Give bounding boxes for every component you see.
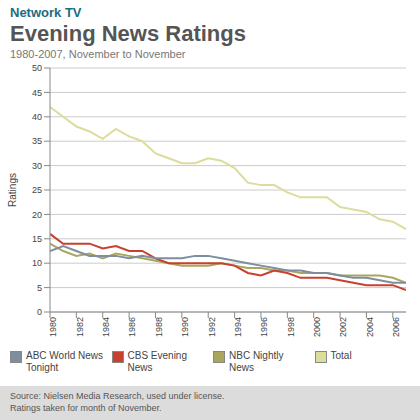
svg-text:5: 5 bbox=[37, 283, 42, 293]
html-text:CBS Evening News: CBS Evening News bbox=[127, 350, 187, 373]
svg-text:2006: 2006 bbox=[391, 317, 401, 337]
svg-text:2000: 2000 bbox=[312, 317, 322, 337]
svg-text:1990: 1990 bbox=[180, 317, 190, 337]
svg-text:35: 35 bbox=[32, 136, 42, 146]
svg-text:1986: 1986 bbox=[128, 317, 138, 337]
svg-text:1994: 1994 bbox=[233, 317, 243, 337]
svg-text:10: 10 bbox=[32, 258, 42, 268]
html-text:Evening News Ratings: Evening News Ratings bbox=[10, 21, 246, 46]
svg-text:Ratings: Ratings bbox=[8, 173, 18, 207]
html-text:Source: Nielsen Media Research: Source: Nielsen Media Research, used und… bbox=[10, 391, 225, 401]
svg-text:1998: 1998 bbox=[286, 317, 296, 337]
svg-text:25: 25 bbox=[32, 185, 42, 195]
html-text:ABC World News Tonight: ABC World News Tonight bbox=[26, 350, 104, 373]
html-text:Ratings taken for month of Nov: Ratings taken for month of November. bbox=[10, 403, 162, 413]
svg-text:30: 30 bbox=[32, 161, 42, 171]
svg-text:45: 45 bbox=[32, 88, 42, 98]
html-text:NBC Nightly News: NBC Nightly News bbox=[229, 350, 284, 373]
svg-text:20: 20 bbox=[32, 210, 42, 220]
svg-text:1982: 1982 bbox=[75, 317, 85, 337]
html-text:Network TV: Network TV bbox=[10, 5, 82, 20]
svg-text:1996: 1996 bbox=[259, 317, 269, 337]
svg-text:15: 15 bbox=[32, 234, 42, 244]
html-text:1980-2007, November to Novembe: 1980-2007, November to November bbox=[10, 48, 186, 60]
svg-text:1992: 1992 bbox=[207, 317, 217, 337]
svg-text:1980: 1980 bbox=[48, 317, 58, 337]
svg-text:1988: 1988 bbox=[154, 317, 164, 337]
svg-text:0: 0 bbox=[37, 307, 42, 317]
svg-text:40: 40 bbox=[32, 112, 42, 122]
svg-text:50: 50 bbox=[32, 63, 42, 73]
svg-text:2004: 2004 bbox=[365, 317, 375, 337]
svg-text:2002: 2002 bbox=[338, 317, 348, 337]
html-text:Total: Total bbox=[330, 350, 352, 361]
svg-text:1984: 1984 bbox=[101, 317, 111, 337]
